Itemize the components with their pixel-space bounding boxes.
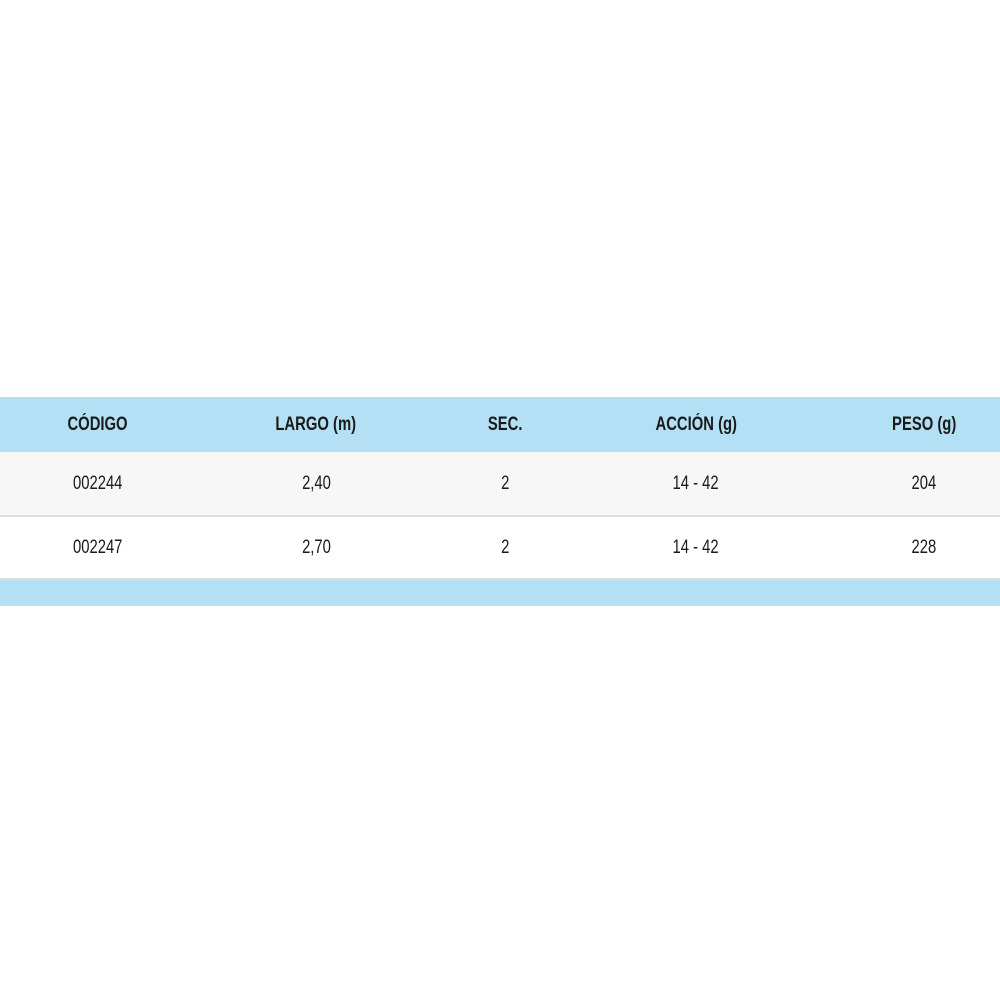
cell-codigo: 002244 xyxy=(73,472,123,494)
table-header: CÓDIGO LARGO (m) SEC. ACCIÓN (g) PESO (g… xyxy=(0,397,1000,452)
cell-largo: 2,70 xyxy=(301,536,331,558)
table-cell: 2 xyxy=(405,452,605,515)
table-cell: 2 xyxy=(405,517,605,578)
table-cell: 002247 xyxy=(0,517,198,578)
header-peso: PESO (g) xyxy=(891,413,957,435)
header-sec: SEC. xyxy=(487,413,523,435)
header-largo: LARGO (m) xyxy=(275,413,357,435)
table-cell: 2,70 xyxy=(216,517,416,578)
cell-codigo: 002247 xyxy=(73,536,123,558)
cell-sec: 2 xyxy=(500,472,510,494)
table-cell: 002244 xyxy=(0,452,198,515)
header-cell: ACCIÓN (g) xyxy=(596,397,796,452)
cell-peso: 204 xyxy=(911,472,937,494)
table-cell: 228 xyxy=(824,517,1000,578)
cell-accion: 14 - 42 xyxy=(672,472,720,494)
header-codigo: CÓDIGO xyxy=(67,413,129,435)
cell-accion: 14 - 42 xyxy=(672,536,720,558)
header-cell: LARGO (m) xyxy=(216,397,416,452)
header-accion: ACCIÓN (g) xyxy=(655,413,737,435)
cell-peso: 228 xyxy=(911,536,937,558)
header-cell: CÓDIGO xyxy=(0,397,198,452)
table-cell: 14 - 42 xyxy=(596,452,796,515)
table-footer-band xyxy=(0,580,1000,606)
header-cell: SEC. xyxy=(405,397,605,452)
cell-sec: 2 xyxy=(500,536,510,558)
table-cell: 204 xyxy=(824,452,1000,515)
table-cell: 14 - 42 xyxy=(596,517,796,578)
table-row: 002247 2,70 2 14 - 42 228 xyxy=(0,517,1000,580)
table-cell: 2,40 xyxy=(216,452,416,515)
cell-largo: 2,40 xyxy=(301,472,331,494)
spec-table: CÓDIGO LARGO (m) SEC. ACCIÓN (g) PESO (g… xyxy=(0,397,1000,606)
header-cell: PESO (g) xyxy=(824,397,1000,452)
table-row: 002244 2,40 2 14 - 42 204 xyxy=(0,452,1000,517)
